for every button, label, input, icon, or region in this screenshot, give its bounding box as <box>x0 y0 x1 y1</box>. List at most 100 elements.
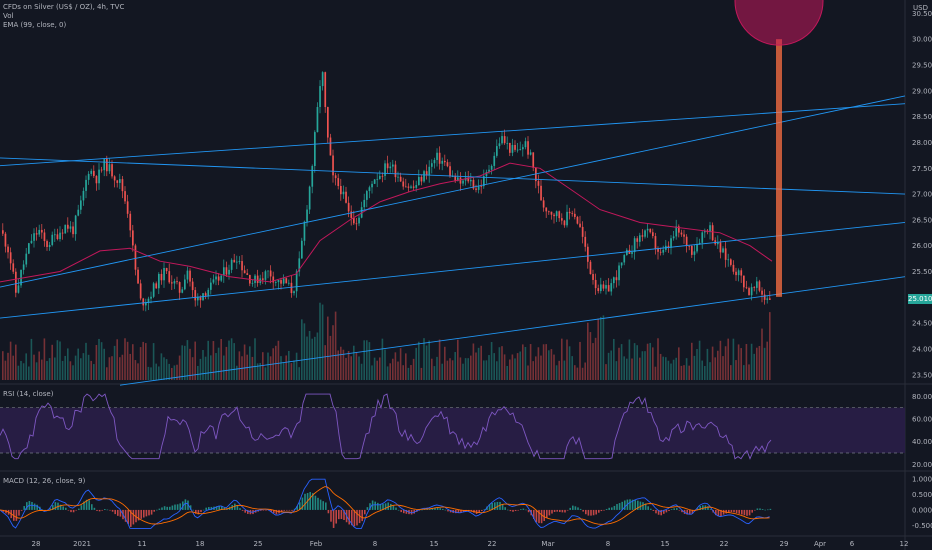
macd-hist-bar <box>392 505 395 510</box>
candle-body <box>462 180 464 184</box>
volume-bar <box>415 347 417 380</box>
volume-bar <box>285 355 287 380</box>
macd-hist-bar <box>707 506 709 510</box>
volume-bar <box>334 311 337 380</box>
candle-body <box>516 149 519 151</box>
macd-hist-bar <box>540 509 543 524</box>
macd-hist-bar <box>436 507 439 510</box>
volume-bar <box>100 342 103 380</box>
candle-body <box>303 221 306 241</box>
candle-body <box>691 245 693 255</box>
volume-bar <box>225 346 228 380</box>
candle-body <box>542 200 545 208</box>
candle-body <box>171 282 173 284</box>
volume-bar <box>9 341 12 380</box>
macd-hist-bar <box>746 509 748 516</box>
volume-bar <box>431 358 433 380</box>
candle-body <box>389 166 392 169</box>
candle-body <box>116 180 119 183</box>
macd-hist-bar <box>431 508 434 510</box>
volume-bar <box>202 349 204 380</box>
volume-bar <box>743 365 745 380</box>
candle-body <box>204 293 207 296</box>
candle-body <box>535 167 537 182</box>
volume-bar <box>649 342 651 380</box>
macd-hist-bar <box>304 493 306 510</box>
candle-body <box>72 226 74 235</box>
volume-bar <box>457 339 459 380</box>
candle-body <box>555 211 558 217</box>
candle-body <box>407 186 410 188</box>
candle-body <box>737 270 740 276</box>
macd-hist-bar <box>270 509 272 512</box>
candle-body <box>420 176 423 182</box>
volume-bar <box>269 356 272 380</box>
volume-bar <box>308 330 311 380</box>
volume-bar <box>376 360 378 380</box>
volume-bar <box>685 358 688 380</box>
volume-bar <box>597 318 599 380</box>
volume-bar <box>698 340 701 380</box>
candle-body <box>722 248 724 253</box>
macd-hist-bar <box>613 505 616 510</box>
volume-bar <box>119 357 121 380</box>
volume-bar <box>657 338 659 380</box>
candle-body <box>124 191 126 202</box>
candle-body <box>615 277 618 281</box>
volume-bar <box>587 322 589 380</box>
candle-body <box>540 185 542 201</box>
candle-body <box>111 164 113 177</box>
macd-hist-bar <box>631 499 634 510</box>
volume-bar <box>87 354 90 380</box>
volume-bar <box>306 336 308 380</box>
candle-body <box>618 265 620 281</box>
macd-hist-bar <box>49 508 51 510</box>
volume-bar <box>184 345 186 380</box>
candle-body <box>672 236 675 239</box>
price-tick-label: 30.500 <box>912 10 932 18</box>
macd-hist-bar <box>767 509 769 511</box>
macd-hist-bar <box>621 501 623 510</box>
candle-body <box>155 283 158 289</box>
candle-body <box>730 259 732 265</box>
volume-bar <box>454 352 456 380</box>
candle-body <box>69 226 72 229</box>
volume-bar <box>667 360 670 380</box>
volume-bar <box>740 348 742 380</box>
candle-body <box>639 235 641 242</box>
macd-hist-bar <box>33 503 36 510</box>
volume-bar <box>236 365 238 380</box>
candle-body <box>558 211 561 219</box>
macd-hist-bar <box>20 509 23 511</box>
volume-bar <box>714 357 716 380</box>
volume-bar <box>82 353 85 380</box>
candle-body <box>488 169 490 172</box>
volume-bar <box>493 353 495 380</box>
candle-body <box>340 186 342 195</box>
macd-hist-bar <box>421 509 423 511</box>
rsi-tick-label: 80.00 <box>912 393 932 401</box>
volume-bar <box>511 354 514 380</box>
macd-hist-bar <box>561 509 564 513</box>
volume-bar <box>641 351 644 380</box>
volume-bar <box>592 343 594 380</box>
macd-hist-bar <box>327 509 330 514</box>
candle-body <box>152 283 155 297</box>
volume-bar <box>311 338 313 380</box>
macd-hist-bar <box>361 509 363 522</box>
candle-body <box>33 233 35 241</box>
volume-bar <box>95 345 98 380</box>
macd-hist-bar <box>509 509 512 512</box>
macd-hist-bar <box>733 509 735 513</box>
macd-hist-bar <box>608 507 610 510</box>
volume-bar <box>540 355 542 380</box>
volume-bar <box>542 344 545 380</box>
macd-hist-bar <box>153 509 155 512</box>
volume-bar <box>251 356 254 380</box>
candle-body <box>657 248 659 252</box>
candle-body <box>745 287 748 289</box>
macd-hist-bar <box>119 509 122 517</box>
time-tick-label: 15 <box>430 540 439 548</box>
macd-hist-bar <box>616 504 618 510</box>
candle-body <box>451 176 454 178</box>
